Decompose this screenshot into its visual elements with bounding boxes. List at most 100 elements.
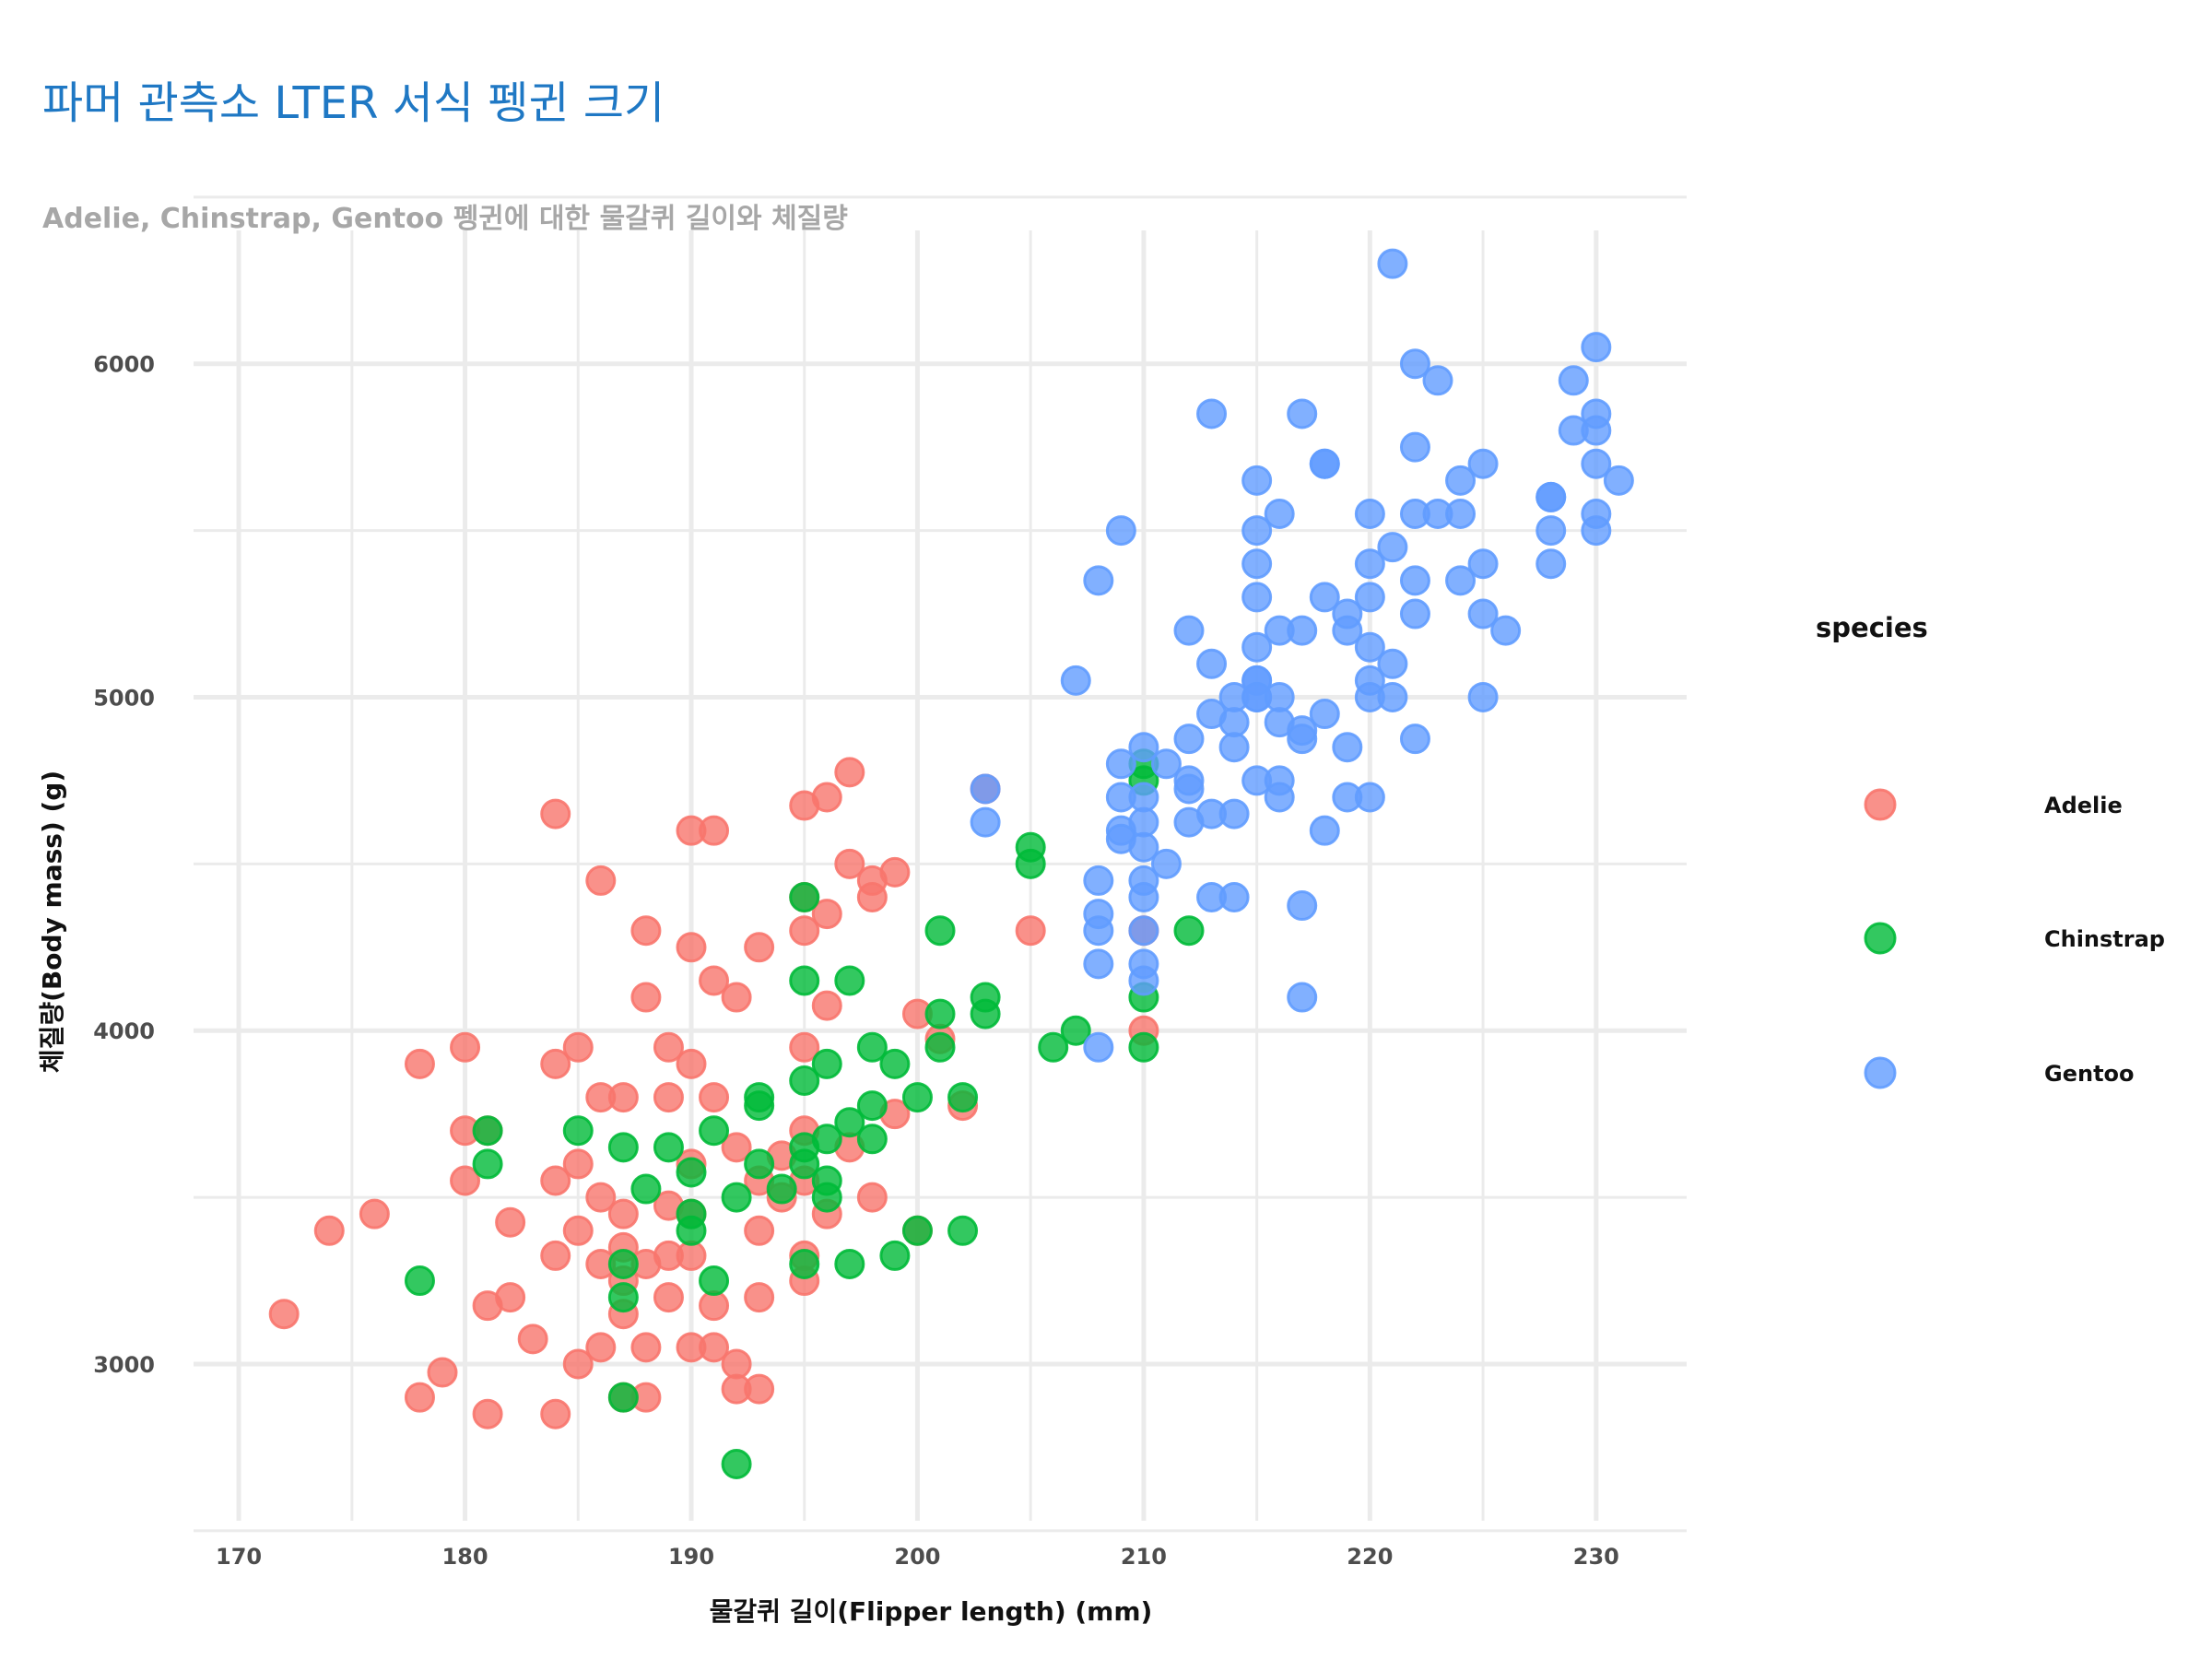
data-point (1173, 915, 1205, 947)
data-point (1128, 948, 1159, 980)
data-point (744, 1148, 775, 1180)
data-point (1399, 431, 1430, 463)
data-point (1535, 515, 1567, 547)
data-point (585, 1332, 617, 1363)
data-point (1218, 798, 1250, 830)
data-point (1241, 548, 1273, 580)
data-points (268, 248, 1634, 1480)
legend-key-chinstrap (1864, 922, 1897, 955)
data-point (1399, 348, 1430, 380)
data-point (653, 1282, 684, 1313)
data-point (1354, 631, 1385, 663)
data-point (1128, 806, 1159, 838)
data-point (1603, 465, 1634, 496)
data-point (268, 1299, 300, 1330)
data-point (970, 773, 1001, 805)
data-point (653, 1132, 684, 1163)
data-point (811, 899, 842, 930)
data-point (1287, 890, 1318, 922)
data-point (540, 798, 571, 830)
data-point (947, 1215, 979, 1246)
data-point (744, 1282, 775, 1313)
data-point (1399, 598, 1430, 629)
data-point (1287, 715, 1318, 747)
data-point (1354, 548, 1385, 580)
data-point (1173, 765, 1205, 796)
data-point (1218, 707, 1250, 738)
data-point (1354, 782, 1385, 813)
data-point (1083, 948, 1114, 980)
y-tick-label: 4000 (93, 1018, 155, 1044)
legend-label-gentoo: Gentoo (2044, 1061, 2135, 1087)
data-point (562, 1148, 594, 1180)
data-point (1287, 615, 1318, 646)
data-point (1309, 582, 1340, 613)
data-point (834, 1107, 865, 1138)
data-point (1241, 465, 1273, 496)
data-point (653, 1031, 684, 1063)
data-point (924, 998, 956, 1030)
data-point (834, 757, 865, 788)
data-point (970, 982, 1001, 1013)
data-point (630, 1332, 662, 1363)
data-point (1150, 748, 1182, 780)
data-point (1445, 498, 1477, 529)
x-tick-label: 210 (1121, 1544, 1167, 1570)
data-point (1309, 448, 1340, 479)
data-point (450, 1165, 481, 1196)
data-point (676, 1048, 707, 1079)
data-point (1535, 481, 1567, 512)
data-point (1173, 615, 1205, 646)
data-point (901, 1215, 933, 1246)
data-point (1354, 582, 1385, 613)
y-axis-label: 체질량(Body mass) (g) (37, 771, 67, 1073)
data-point (450, 1031, 481, 1063)
data-point (1309, 699, 1340, 730)
data-point (1467, 681, 1499, 712)
data-point (1128, 732, 1159, 763)
data-point (789, 915, 820, 947)
data-point (1467, 598, 1499, 629)
data-point (789, 882, 820, 913)
data-point (562, 1348, 594, 1380)
data-point (834, 848, 865, 879)
data-point (947, 1082, 979, 1113)
y-tick-label: 5000 (93, 685, 155, 711)
data-point (472, 1148, 503, 1180)
data-point (1445, 565, 1477, 596)
data-point (766, 1173, 797, 1205)
data-point (1422, 365, 1453, 396)
data-point (834, 965, 865, 996)
data-point (1083, 1031, 1114, 1063)
data-point (1535, 548, 1567, 580)
data-point (1354, 665, 1385, 696)
data-point (404, 1048, 435, 1079)
data-point (789, 965, 820, 996)
data-point (472, 1398, 503, 1430)
data-point (699, 965, 730, 996)
data-point (699, 815, 730, 846)
data-point (721, 1348, 752, 1380)
data-point (1399, 724, 1430, 755)
x-tick-label: 230 (1573, 1544, 1619, 1570)
data-point (404, 1265, 435, 1297)
data-point (653, 1082, 684, 1113)
data-point (699, 1082, 730, 1113)
data-point (1581, 398, 1612, 429)
data-point (721, 1449, 752, 1480)
data-point (1581, 332, 1612, 363)
data-point (1241, 515, 1273, 547)
data-point (1173, 724, 1205, 755)
data-point (495, 1282, 526, 1313)
data-point (540, 1398, 571, 1430)
data-point (811, 990, 842, 1021)
y-tick-label: 3000 (93, 1352, 155, 1378)
data-point (1332, 598, 1363, 629)
data-point (699, 1332, 730, 1363)
data-point (699, 1265, 730, 1297)
data-point (607, 1082, 639, 1113)
data-point (721, 1182, 752, 1213)
data-point (359, 1198, 390, 1230)
data-point (1264, 681, 1295, 712)
